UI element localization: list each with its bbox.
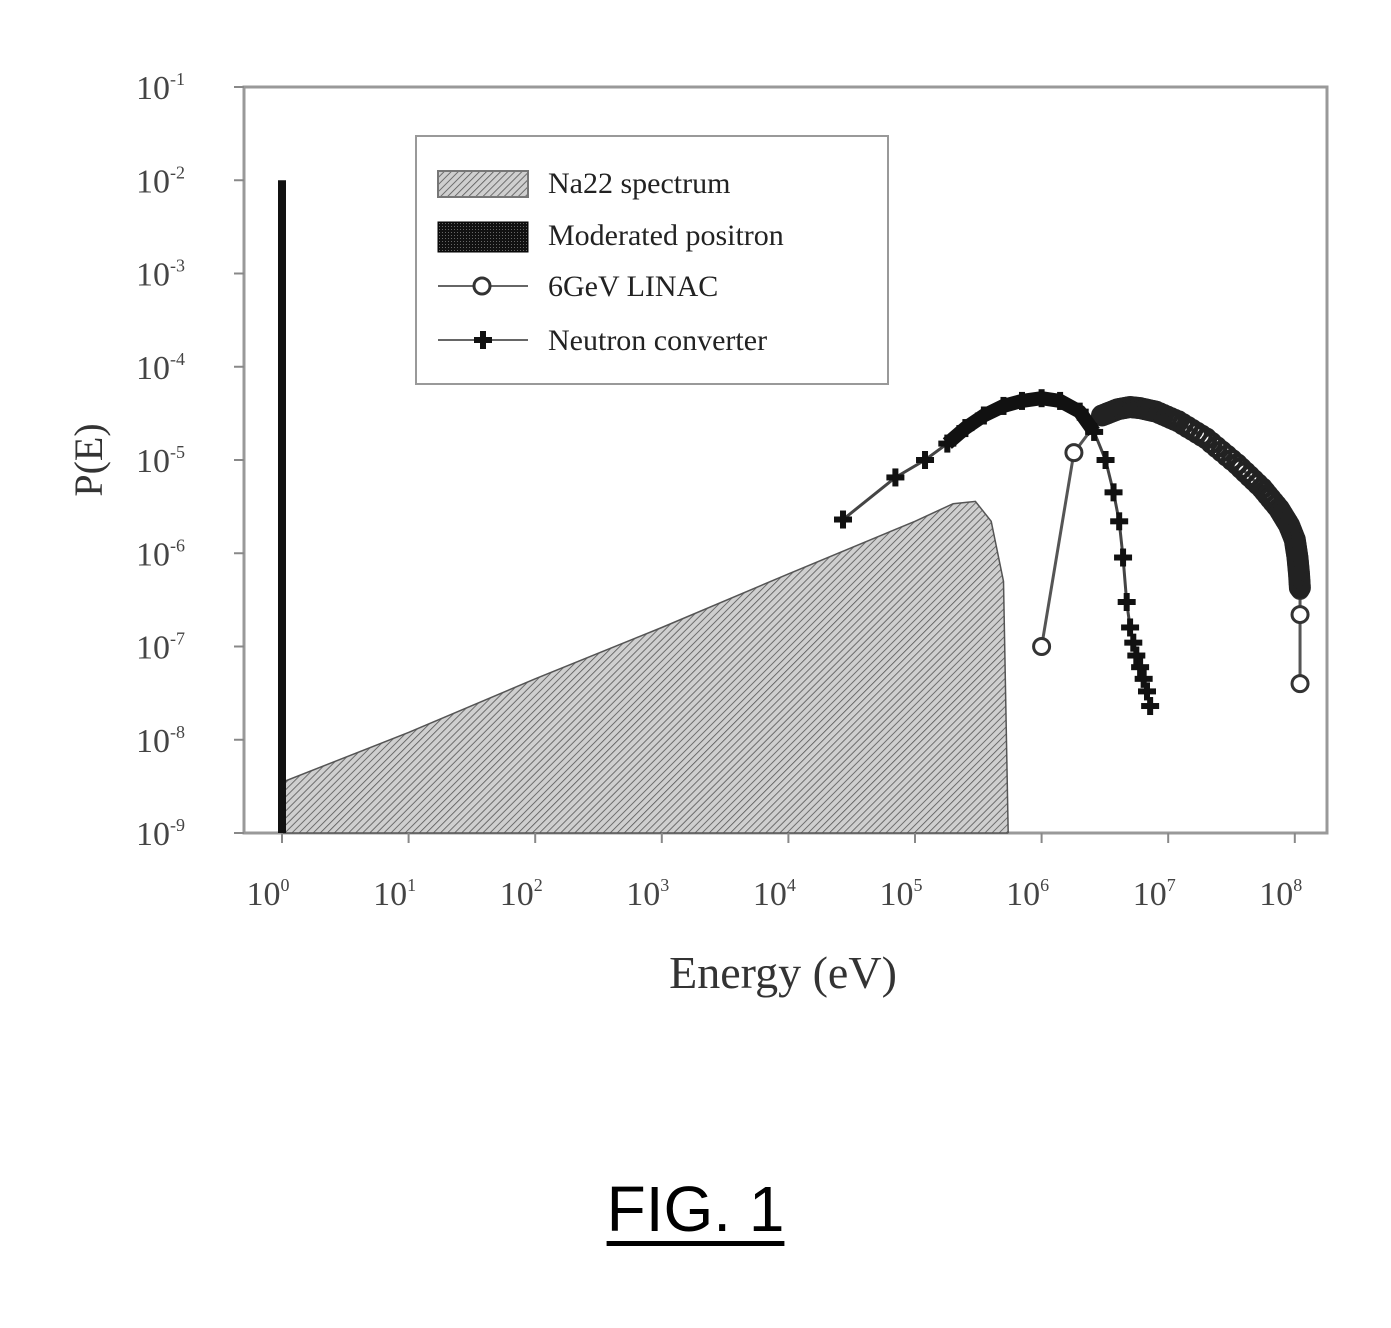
x-tick-label: 101 [373, 875, 416, 913]
neutron-point [1110, 512, 1129, 531]
linac-point [1032, 637, 1052, 656]
neutron-point [1114, 548, 1133, 567]
neutron-point [1124, 633, 1143, 652]
x-tick-label: 108 [1259, 875, 1302, 913]
neutron-point [1131, 658, 1150, 677]
legend-label-neutron: Neutron converter [548, 324, 767, 357]
legend-label-linac: 6GeV LINAC [548, 270, 718, 303]
y-tick-label: 10-2 [136, 162, 185, 200]
x-tick-label: 102 [500, 875, 543, 913]
y-tick-label: 10-6 [136, 535, 185, 573]
linac-point [1290, 674, 1310, 694]
figure-label: FIG. 1 [0, 1172, 1391, 1246]
neutron-point [886, 468, 905, 487]
neutron-point [834, 510, 853, 529]
neutron-point [916, 451, 935, 469]
legend-swatch-na22 [437, 170, 529, 198]
neutron-point [1127, 646, 1146, 665]
na22-spectrum-area [281, 500, 1009, 834]
linac-point [1290, 605, 1310, 625]
y-tick-label: 10-1 [136, 69, 185, 107]
x-tick-label: 100 [247, 875, 290, 913]
legend-label-moderated: Moderated positron [548, 219, 784, 252]
linac-point [1064, 443, 1084, 463]
series-layer [278, 180, 1311, 834]
x-tick-label: 106 [1006, 875, 1049, 913]
moderated-positron-bar [278, 180, 286, 833]
neutron-point [1121, 618, 1140, 637]
neutron-point [1134, 669, 1153, 688]
figure-label-text: FIG. 1 [606, 1173, 785, 1245]
neutron-point [1096, 451, 1115, 469]
neutron-point [1137, 682, 1156, 701]
neutron-ridge [942, 391, 1100, 449]
legend-plus-icon [474, 331, 492, 349]
legend-swatch-moderated [437, 221, 529, 253]
axes-layer: 100 101 102 103 104 105 106 107 108 10-1 10-2 10-3 1… [136, 69, 1302, 913]
legend-label-na22: Na22 spectrum [548, 167, 730, 200]
y-tick-label: 10-4 [136, 349, 185, 387]
x-tick-label: 104 [753, 875, 796, 913]
neutron-point [1141, 697, 1160, 716]
legend-circle-icon [472, 276, 492, 296]
neutron-point [1104, 483, 1123, 502]
y-axis-label: P(E) [66, 423, 111, 496]
linac-point-dense [1288, 576, 1311, 599]
y-tick-label: 10-8 [136, 722, 185, 760]
y-tick-label: 10-5 [136, 442, 185, 480]
neutron-point [1117, 593, 1136, 612]
x-tick-label: 105 [880, 875, 923, 913]
legend: Na22 spectrum Moderated positron 6GeV LI… [415, 135, 889, 385]
y-tick-label: 10-9 [136, 815, 185, 853]
x-tick-label: 103 [626, 875, 669, 913]
y-tick-label: 10-7 [136, 629, 185, 667]
y-tick-label: 10-3 [136, 256, 185, 294]
x-axis-label: Energy (eV) [669, 947, 897, 998]
x-tick-label: 107 [1133, 875, 1176, 913]
